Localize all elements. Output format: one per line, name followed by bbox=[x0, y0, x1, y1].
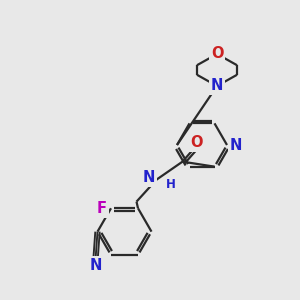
Text: N: N bbox=[211, 79, 223, 94]
Text: O: O bbox=[190, 135, 203, 150]
Text: N: N bbox=[143, 170, 155, 185]
Text: H: H bbox=[166, 178, 176, 191]
Text: N: N bbox=[89, 258, 102, 273]
Text: O: O bbox=[211, 46, 223, 62]
Text: F: F bbox=[97, 201, 107, 216]
Text: N: N bbox=[230, 137, 242, 152]
